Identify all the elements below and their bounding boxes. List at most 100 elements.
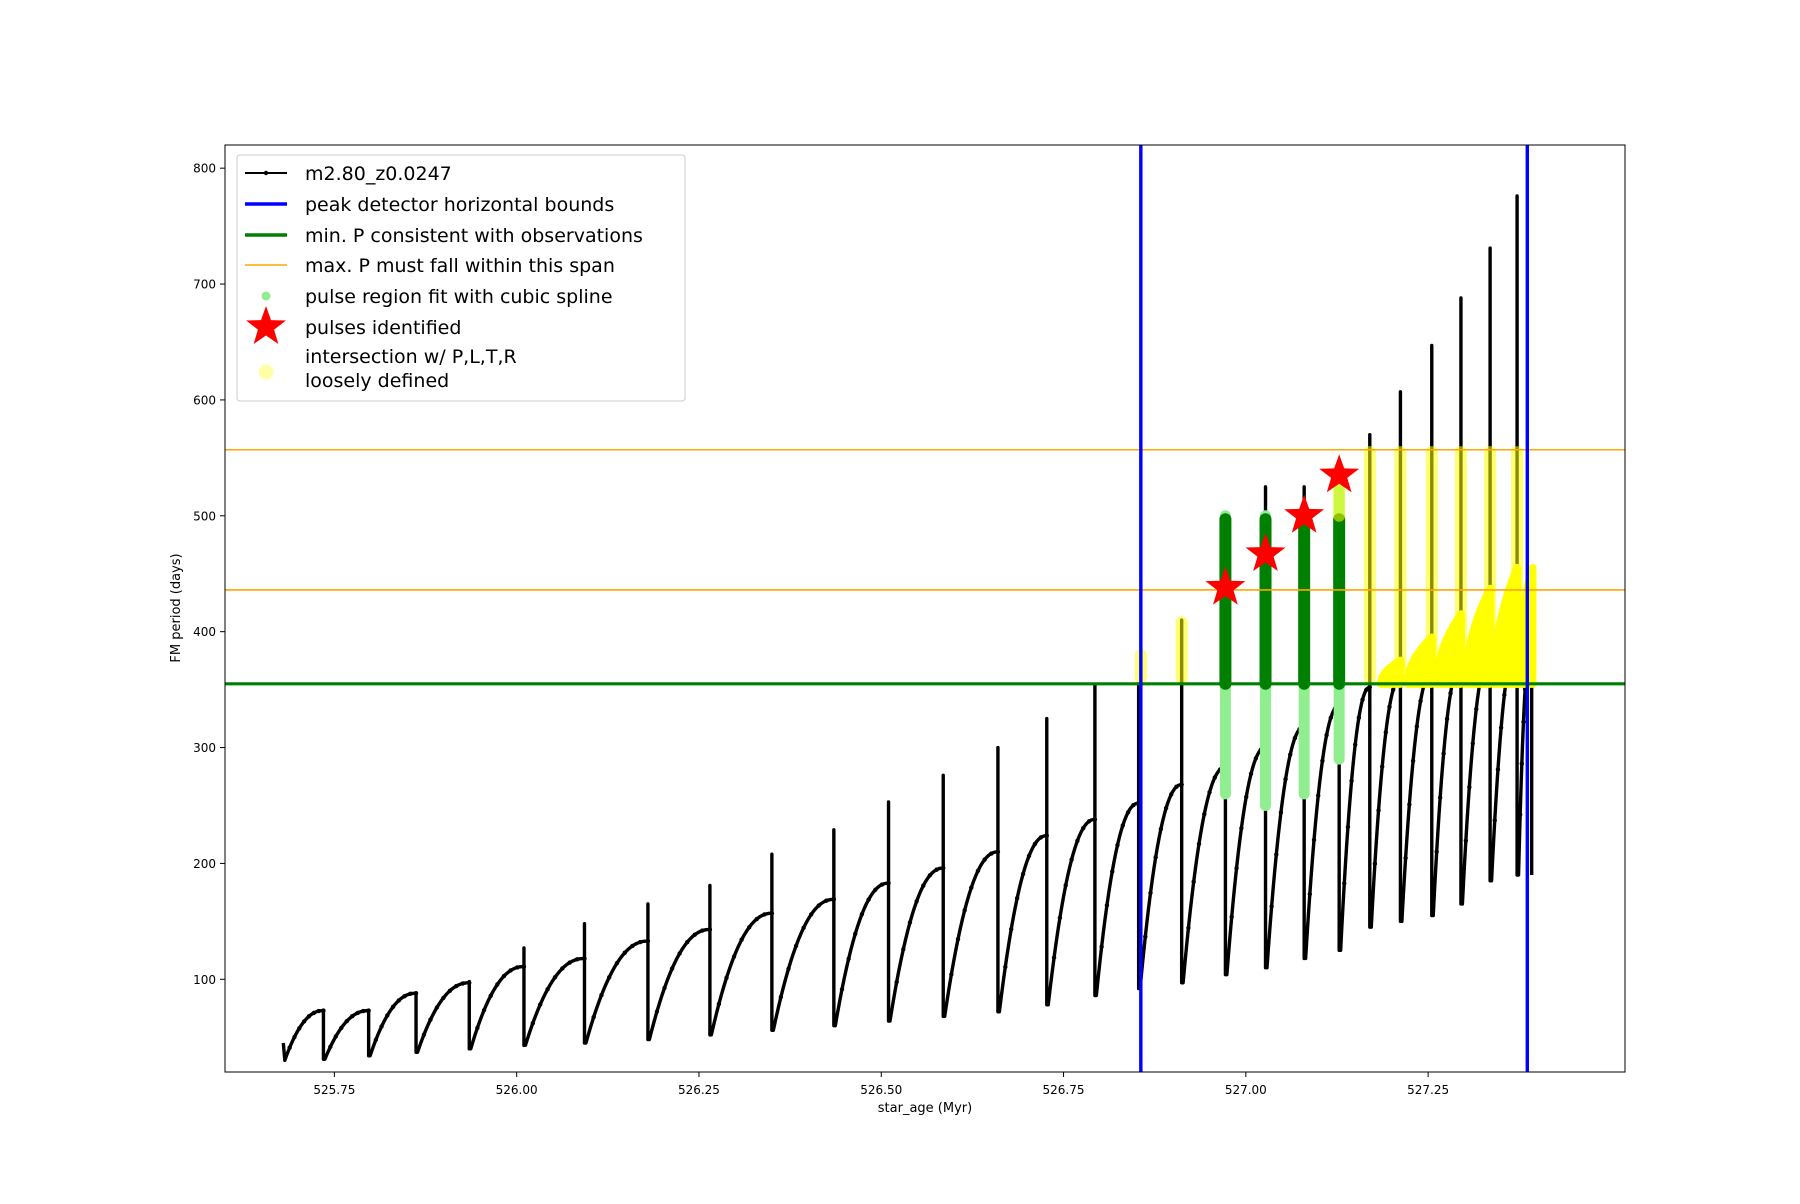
track-point — [793, 943, 799, 949]
track-point — [421, 1032, 427, 1037]
track-point — [1120, 823, 1125, 828]
legend-label-line: pulses identified — [305, 317, 461, 339]
track-point — [1131, 802, 1136, 808]
track-point — [441, 995, 446, 1001]
track-point — [1521, 719, 1526, 725]
track-point — [894, 979, 899, 985]
track-point — [622, 950, 627, 956]
track-point — [866, 897, 871, 902]
track-point — [1269, 904, 1274, 909]
legend-label-line: pulse region fit with cubic spline — [305, 286, 613, 308]
track-point — [645, 938, 651, 944]
track-point — [1274, 852, 1279, 857]
track-point — [1169, 792, 1174, 797]
track-point — [328, 1044, 333, 1050]
track-point — [1492, 818, 1497, 823]
legend-label-line: peak detector horizontal bounds — [305, 194, 614, 216]
track-point — [786, 966, 791, 972]
track-point — [1179, 782, 1184, 787]
track-point — [1349, 778, 1354, 784]
track-point — [582, 956, 587, 961]
track-point — [1086, 819, 1092, 824]
track-point — [606, 975, 612, 980]
track-point — [731, 954, 737, 959]
track-point — [975, 868, 981, 874]
track-point — [495, 982, 500, 987]
track-point — [1081, 825, 1086, 831]
track-point — [1407, 802, 1412, 807]
track-point — [1069, 857, 1074, 862]
track-point — [1202, 811, 1207, 817]
track-point — [1243, 794, 1249, 800]
track-point — [1207, 789, 1212, 795]
track-point — [1367, 685, 1372, 690]
track-point — [831, 897, 837, 902]
plot-frame — [224, 144, 1626, 1073]
track-point — [700, 928, 705, 933]
plot-layer — [225, 145, 1625, 1072]
track-point — [1434, 849, 1439, 854]
track-point — [982, 857, 987, 862]
x-tick-label: 527.00 — [1225, 1083, 1267, 1097]
legend-swatch-star — [246, 306, 286, 344]
y-tick-label: 700 — [193, 278, 216, 292]
track-point — [413, 991, 419, 996]
track-point — [859, 911, 865, 917]
track-point — [1320, 758, 1325, 764]
track-point — [1051, 955, 1057, 960]
track-point — [1003, 964, 1008, 970]
legend-swatch-spline — [261, 291, 271, 301]
track-point — [379, 1024, 384, 1029]
track-point — [508, 968, 513, 973]
legend-label: pulse region fit with cubic spline — [305, 286, 613, 308]
track-point — [677, 951, 682, 956]
x-tick-label: 526.25 — [678, 1083, 720, 1097]
track-point — [1345, 824, 1351, 830]
track-point — [1316, 793, 1321, 798]
track-point — [716, 1001, 722, 1007]
track-point — [1075, 838, 1080, 844]
track-line — [281, 194, 1534, 1063]
y-tick-label: 500 — [193, 509, 216, 523]
track-point — [1448, 690, 1453, 696]
track-point — [560, 966, 565, 971]
track-point — [879, 882, 885, 887]
track-point — [762, 912, 767, 917]
track-point — [467, 980, 472, 985]
track-point — [501, 973, 507, 979]
track-point — [1441, 751, 1446, 756]
track-point — [637, 939, 643, 945]
track-point — [1248, 771, 1254, 776]
track-point — [934, 867, 939, 872]
track-point — [1311, 837, 1317, 843]
track-point — [454, 983, 459, 989]
x-tick-label: 526.75 — [1043, 1083, 1085, 1097]
legend-label-line: max. P must fall within this span — [305, 255, 615, 277]
track-point — [428, 1017, 433, 1022]
track-point — [1307, 891, 1313, 897]
track-point — [1418, 698, 1423, 704]
track-point — [488, 993, 493, 999]
track-point — [321, 1008, 326, 1013]
track-point — [1356, 715, 1362, 720]
legend-swatch-intersection — [258, 364, 274, 380]
track-point — [537, 1002, 543, 1007]
track-point — [402, 993, 407, 999]
track-point — [886, 880, 891, 886]
track-point — [1063, 883, 1068, 888]
track-point — [962, 908, 967, 913]
track-point — [1186, 925, 1191, 931]
track-point — [434, 1005, 440, 1010]
legend-label-line: m2.80_z0.0247 — [305, 163, 452, 185]
legend-label-line: loosely defined — [305, 370, 449, 392]
track-point — [1379, 764, 1385, 769]
track-point — [1148, 890, 1153, 896]
track-point — [1292, 735, 1298, 741]
track-point — [614, 961, 620, 966]
track-point — [1517, 812, 1523, 817]
track-point — [707, 927, 713, 932]
track-point — [1229, 914, 1234, 920]
track-point — [1092, 817, 1098, 822]
track-point — [350, 1014, 355, 1019]
